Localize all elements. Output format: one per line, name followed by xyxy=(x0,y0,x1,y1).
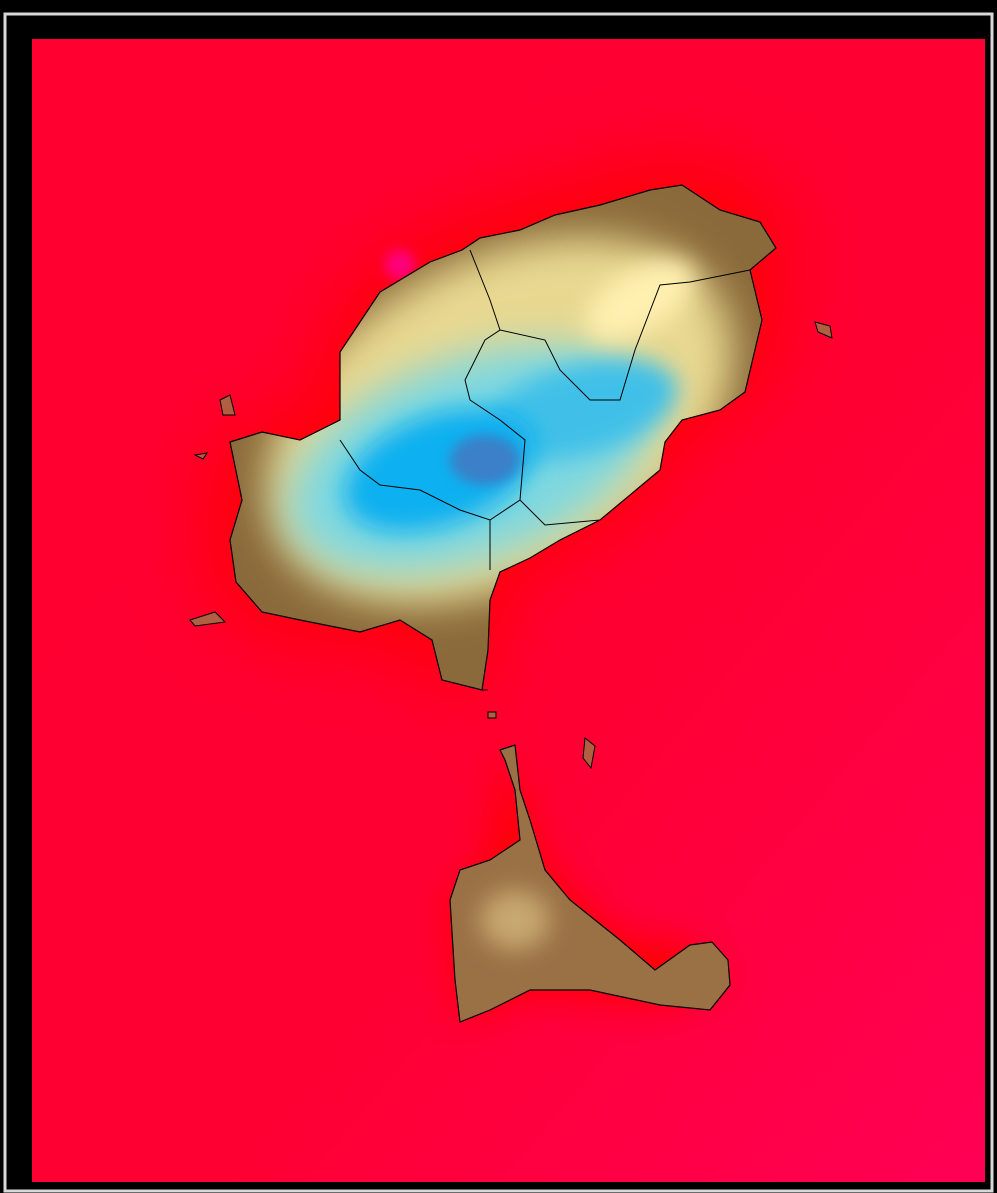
spot xyxy=(385,250,415,280)
terrain xyxy=(450,435,520,485)
sea xyxy=(31,38,986,1183)
terrain xyxy=(480,890,550,950)
window-border xyxy=(3,12,994,1193)
terrain xyxy=(585,260,695,340)
municipal-border xyxy=(339,249,751,570)
map-area xyxy=(31,38,986,1183)
map-frame xyxy=(30,37,987,1184)
islet xyxy=(189,321,833,770)
formentera xyxy=(449,744,731,1023)
